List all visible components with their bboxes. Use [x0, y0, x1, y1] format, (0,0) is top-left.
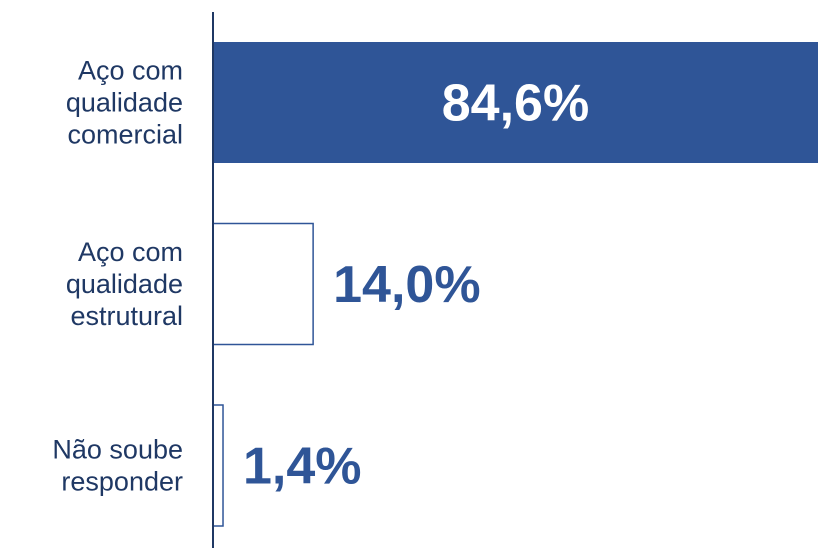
category-label: Aço com qualidade comercial	[66, 56, 183, 150]
bar	[213, 42, 818, 163]
category-label: Não soube responder	[52, 435, 183, 497]
category-line: qualidade	[66, 88, 183, 118]
bar	[212, 404, 224, 527]
category-line: responder	[61, 467, 183, 497]
category-line: qualidade	[66, 269, 183, 299]
value-label: 84,6%	[442, 75, 589, 133]
value-label: 1,4%	[243, 438, 362, 496]
category-line: Aço com	[78, 56, 183, 86]
category-label: Aço com qualidade estrutural	[66, 237, 183, 331]
value-label: 14,0%	[333, 256, 480, 314]
category-line: Aço com	[78, 237, 183, 267]
category-line: Não soube	[52, 435, 183, 465]
bar	[212, 222, 314, 346]
category-line: estrutural	[70, 301, 183, 331]
category-line: comercial	[67, 120, 183, 150]
